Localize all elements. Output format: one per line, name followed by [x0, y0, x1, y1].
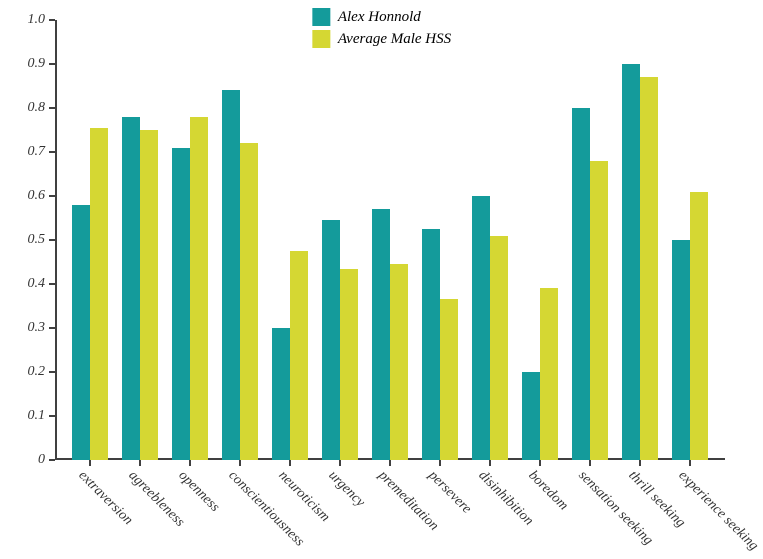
bar: [72, 205, 90, 460]
y-tick: [49, 239, 55, 241]
x-tick: [139, 460, 141, 466]
bar: [390, 264, 408, 460]
plot-area: 00.10.20.30.40.50.60.70.80.91.0extravers…: [55, 20, 735, 460]
bar: [490, 236, 508, 460]
bar: [672, 240, 690, 460]
bar: [590, 161, 608, 460]
y-tick-label: 0.8: [28, 100, 46, 116]
y-tick: [49, 459, 55, 461]
bar: [622, 64, 640, 460]
y-axis: [55, 20, 57, 460]
bar: [90, 128, 108, 460]
y-tick-label: 0: [38, 452, 45, 468]
bar: [690, 192, 708, 460]
x-tick: [639, 460, 641, 466]
bar: [122, 117, 140, 460]
bar: [222, 90, 240, 460]
x-tick: [439, 460, 441, 466]
bar: [190, 117, 208, 460]
bar: [640, 77, 658, 460]
bar: [440, 299, 458, 460]
x-tick: [389, 460, 391, 466]
x-tick-label: experience seeking: [675, 468, 761, 554]
y-tick-label: 0.2: [28, 364, 46, 380]
bar: [540, 288, 558, 460]
x-tick: [539, 460, 541, 466]
y-tick: [49, 283, 55, 285]
bar: [472, 196, 490, 460]
bar: [572, 108, 590, 460]
y-tick-label: 0.6: [28, 188, 46, 204]
y-tick: [49, 415, 55, 417]
x-tick: [89, 460, 91, 466]
x-tick-label: persevere: [425, 468, 474, 517]
bar: [272, 328, 290, 460]
bar: [340, 269, 358, 460]
bar: [140, 130, 158, 460]
y-tick: [49, 107, 55, 109]
x-tick-label: boredom: [525, 468, 571, 514]
y-tick-label: 0.7: [28, 144, 46, 160]
x-tick-label: urgency: [325, 468, 368, 511]
bar: [240, 143, 258, 460]
y-tick-label: 0.5: [28, 232, 46, 248]
y-tick-label: 0.1: [28, 408, 46, 424]
y-tick: [49, 371, 55, 373]
x-tick: [489, 460, 491, 466]
bar: [422, 229, 440, 460]
bar: [522, 372, 540, 460]
bar: [290, 251, 308, 460]
bar: [372, 209, 390, 460]
y-tick-label: 0.4: [28, 276, 46, 292]
x-tick: [239, 460, 241, 466]
x-tick: [339, 460, 341, 466]
y-tick-label: 0.9: [28, 56, 46, 72]
y-tick: [49, 195, 55, 197]
y-tick: [49, 63, 55, 65]
y-tick-label: 1.0: [28, 12, 46, 28]
x-tick-label: openness: [175, 468, 223, 516]
x-tick: [289, 460, 291, 466]
x-tick: [589, 460, 591, 466]
x-tick: [189, 460, 191, 466]
y-tick: [49, 327, 55, 329]
y-tick-label: 0.3: [28, 320, 46, 336]
y-tick: [49, 19, 55, 21]
y-tick: [49, 151, 55, 153]
bar: [172, 148, 190, 460]
x-tick: [689, 460, 691, 466]
bar: [322, 220, 340, 460]
chart-container: Alex HonnoldAverage Male HSS 00.10.20.30…: [0, 0, 763, 559]
